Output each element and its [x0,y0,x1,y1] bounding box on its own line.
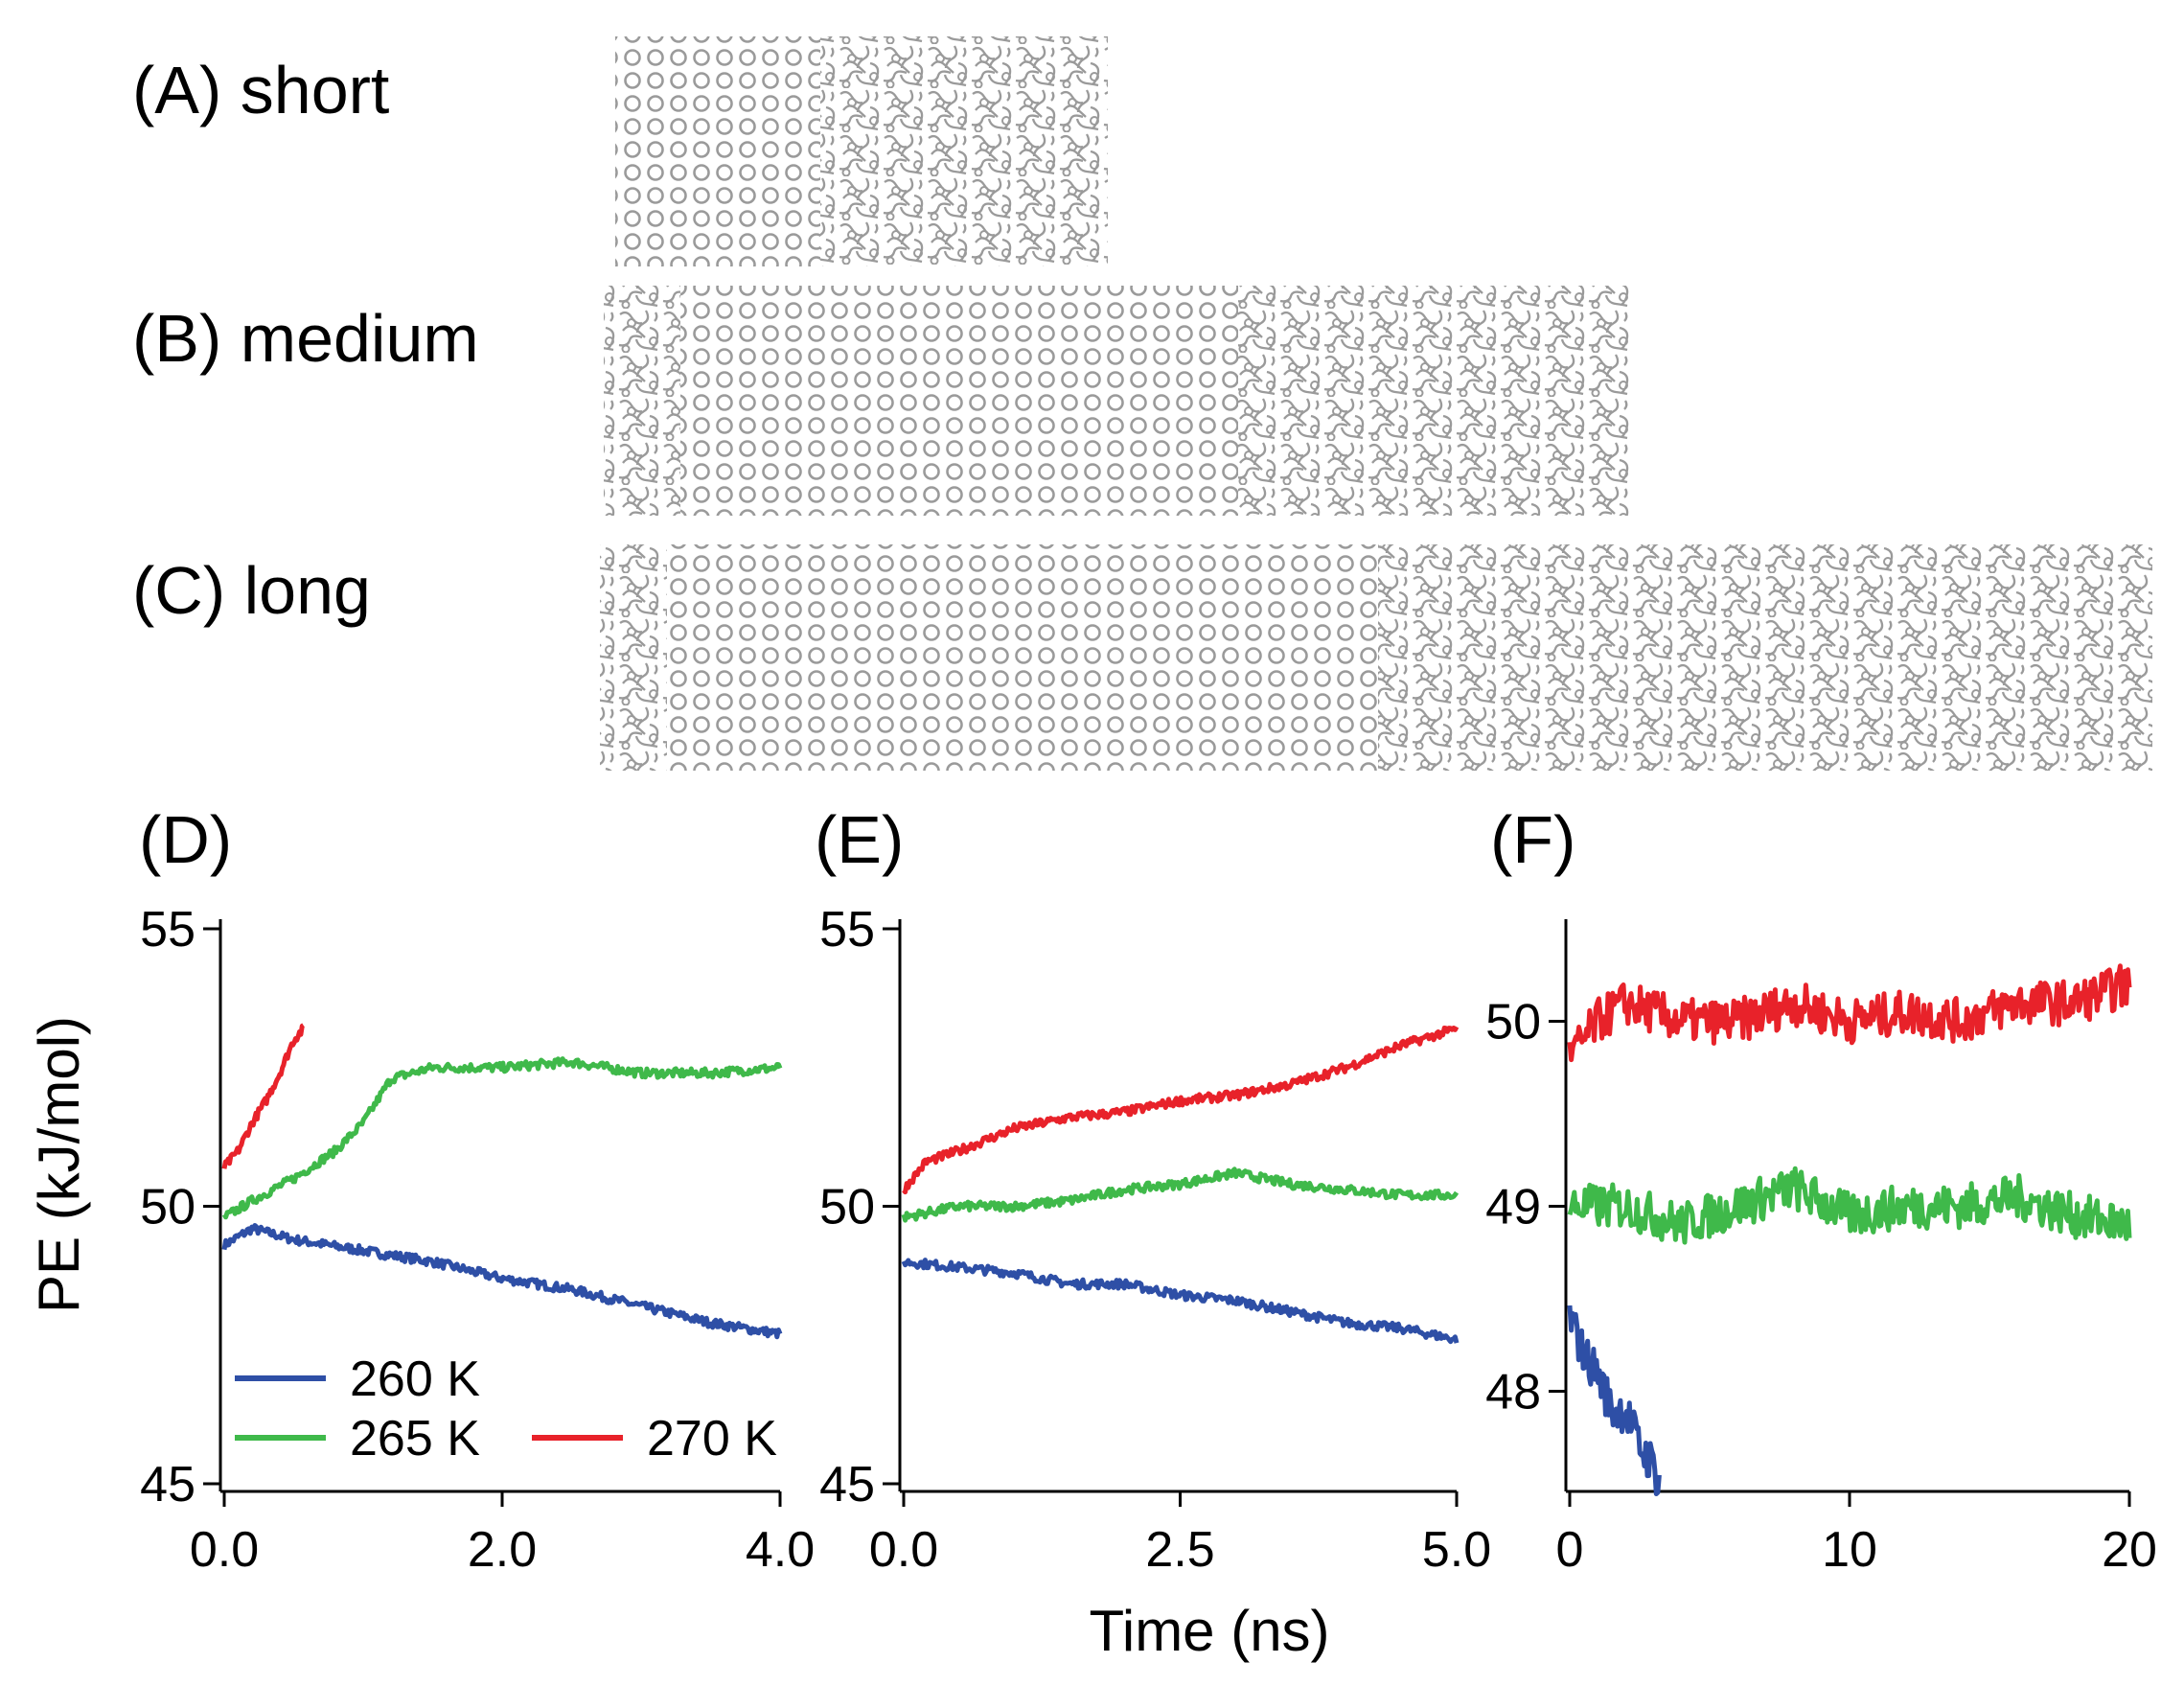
series-f-265 [1567,1166,2132,1245]
axis-f-ytick-label: 50 [1485,995,1541,1051]
panel-f-label: (F) [1490,802,1575,877]
legend-label-265: 265 K [350,1411,480,1467]
series-d-270 [221,1023,305,1169]
chart-f: 0 10 20 48 49 50 [1485,919,2157,1578]
axis-e-xtick-label: 2.5 [1145,1522,1214,1578]
chart-d: 0.0 2.0 4.0 45 50 55 [140,902,815,1578]
axis-f-xtick-label: 0 [1556,1522,1584,1578]
panel-c-label: (C) long [132,553,371,628]
panel-b-label: (B) medium [132,301,479,376]
axis-f-ytick-label: 48 [1485,1365,1541,1420]
series-f-260 [1567,1305,1662,1496]
axis-d-xtick-label: 4.0 [746,1522,815,1578]
axis-d-xtick-label: 2.0 [468,1522,537,1578]
panel-a-label: (A) short [132,53,389,127]
axis-f-xtick-label: 10 [1822,1522,1877,1578]
legend-label-270: 270 K [647,1411,777,1467]
axis-d-ytick-label: 50 [140,1180,195,1236]
snapshot-short [615,36,1108,266]
series-e-265 [901,1166,1460,1223]
snapshot-medium [604,286,1629,516]
series-d-260 [221,1223,783,1340]
legend: 260 K 265 K 270 K [235,1351,777,1467]
axis-f-ytick-label: 49 [1485,1180,1541,1236]
snapshot-long [600,544,2152,771]
axis-e-ytick-label: 45 [819,1457,875,1513]
axis-e-ytick-label: 55 [819,902,875,958]
series-e-270 [902,1026,1460,1195]
y-axis-label: PE (kJ/mol) [27,1016,91,1313]
panel-e-label: (E) [815,802,904,877]
axis-d-ytick-label: 55 [140,902,195,958]
legend-label-260: 260 K [350,1351,480,1407]
x-axis-label: Time (ns) [1089,1599,1329,1663]
chart-e: 0.0 2.5 5.0 45 50 55 [819,902,1491,1578]
axis-f-xtick-label: 20 [2102,1522,2157,1578]
axis-d-ytick-label: 45 [140,1457,195,1513]
series-d-265 [221,1056,783,1220]
axis-e-ytick-label: 50 [819,1180,875,1236]
panel-d-label: (D) [139,802,232,877]
series-f-270 [1567,963,2132,1063]
axis-e-xtick-label: 0.0 [869,1522,938,1578]
axis-e-xtick-label: 5.0 [1422,1522,1491,1578]
axis-d-xtick-label: 0.0 [190,1522,259,1578]
series-e-260 [901,1258,1460,1345]
